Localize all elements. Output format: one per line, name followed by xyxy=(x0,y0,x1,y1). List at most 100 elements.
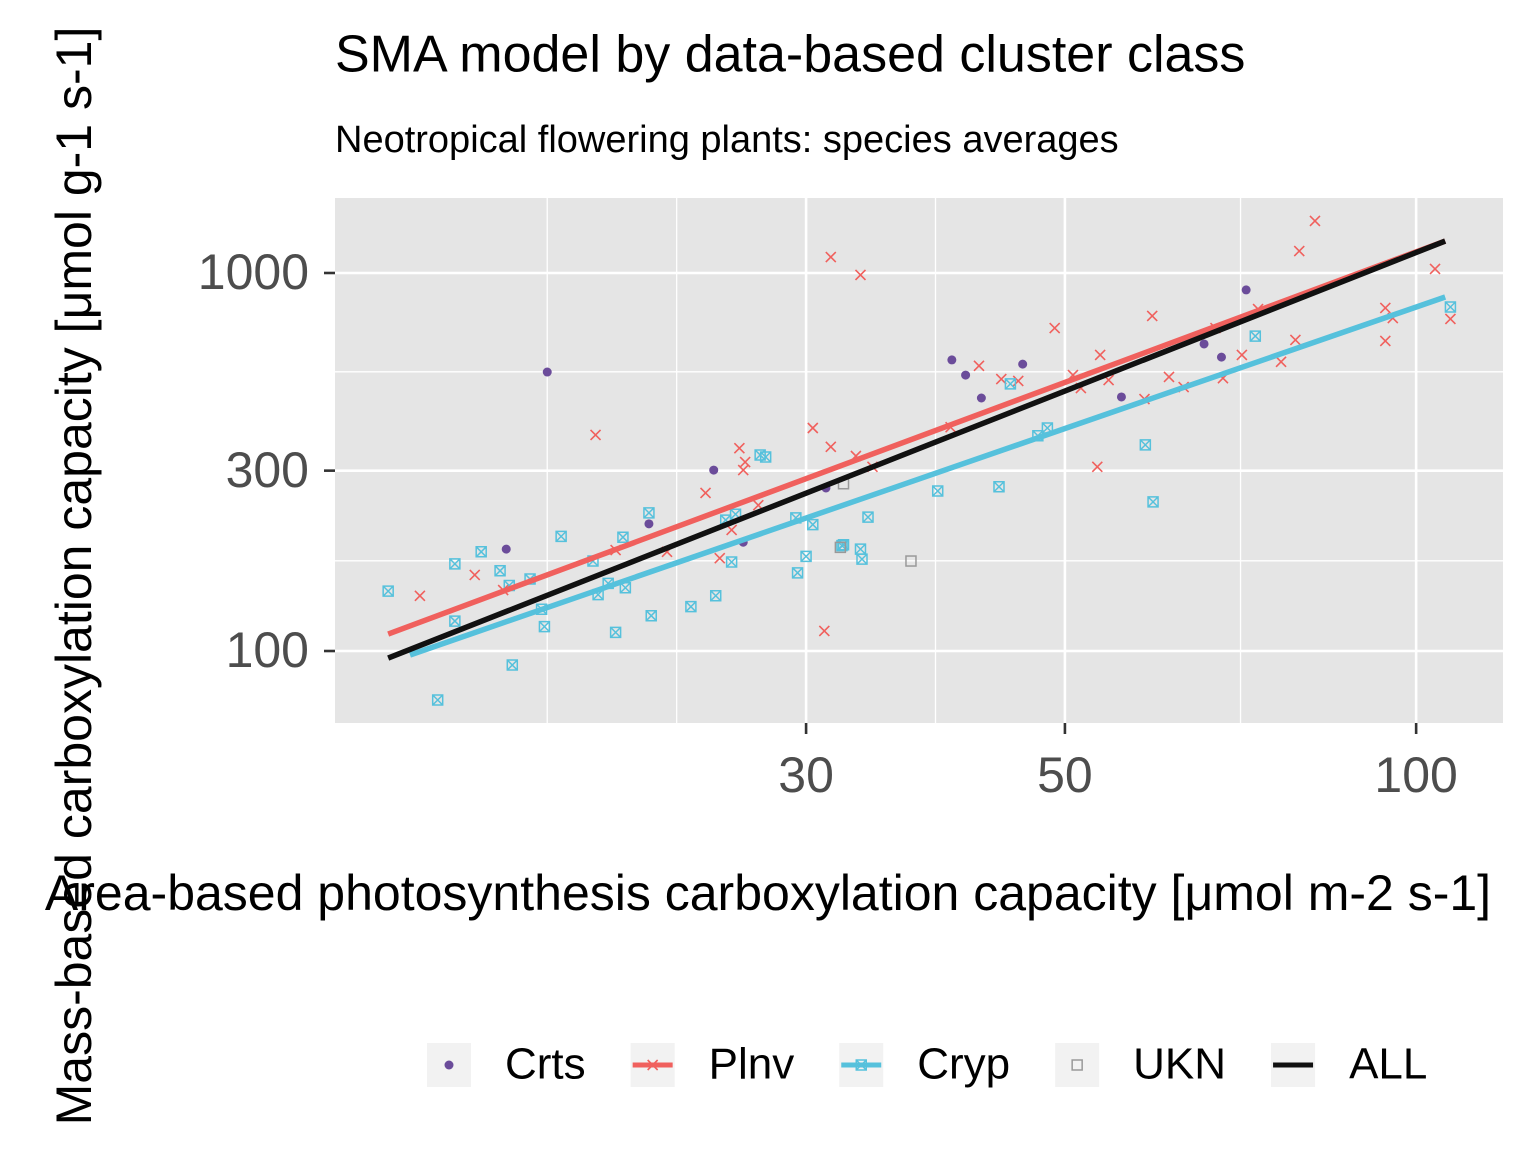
point xyxy=(1146,310,1158,322)
fit-line xyxy=(387,238,1447,661)
fit-line xyxy=(387,238,1447,637)
x-tick-label: 50 xyxy=(1037,747,1093,803)
point xyxy=(1379,335,1391,347)
point xyxy=(855,1059,867,1071)
chart-subtitle: Neotropical flowering plants: species av… xyxy=(335,119,1119,161)
point-boxcross xyxy=(931,485,944,497)
point xyxy=(1147,496,1159,508)
legend-label: Plnv xyxy=(709,1040,795,1089)
point-boxcross xyxy=(862,511,874,523)
point-dot xyxy=(976,393,986,403)
point xyxy=(414,590,426,602)
point-cross xyxy=(414,590,426,602)
point xyxy=(714,552,726,564)
point-boxcross xyxy=(494,565,506,577)
point-boxcross xyxy=(1249,330,1262,342)
legend-label: UKN xyxy=(1133,1040,1226,1089)
point xyxy=(807,422,819,434)
point xyxy=(905,555,917,567)
y-axis-label: Mass-based carboxylation capacity [μmol … xyxy=(46,27,102,1126)
point xyxy=(647,1059,659,1071)
point-cross xyxy=(1049,322,1061,334)
point xyxy=(1289,334,1301,346)
point xyxy=(449,615,461,627)
point xyxy=(382,585,394,597)
point xyxy=(1049,322,1061,334)
point xyxy=(856,553,868,565)
chart-title: SMA model by data-based cluster class xyxy=(335,26,1245,84)
point-dot xyxy=(947,355,957,365)
point-cross xyxy=(1275,356,1287,368)
point xyxy=(699,487,712,499)
point-boxcross xyxy=(449,615,461,627)
point-cross xyxy=(714,552,726,564)
point xyxy=(589,429,602,441)
y-tick-label: 1000 xyxy=(198,244,309,300)
point-cross xyxy=(1091,461,1103,473)
point-boxcross xyxy=(538,620,551,633)
point xyxy=(643,507,655,519)
point xyxy=(431,694,444,706)
point-cross xyxy=(973,360,985,372)
point xyxy=(733,442,745,454)
point-dot xyxy=(444,1060,454,1070)
point-cross xyxy=(1146,310,1158,322)
point-boxcross xyxy=(506,659,519,671)
point-boxcross xyxy=(685,600,697,613)
fit-line xyxy=(409,294,1447,658)
point-cross xyxy=(699,487,712,499)
point xyxy=(818,625,830,637)
point-boxcross xyxy=(643,507,655,519)
point-cross xyxy=(1379,335,1391,347)
point-boxcross xyxy=(645,609,657,622)
point xyxy=(1199,339,1209,349)
point xyxy=(685,600,697,613)
point xyxy=(854,269,867,281)
point-cross xyxy=(854,269,867,281)
point-cross xyxy=(818,625,830,637)
point xyxy=(791,567,804,579)
point-boxcross xyxy=(856,553,868,565)
x-tick-label: 30 xyxy=(778,747,834,803)
point-boxcross xyxy=(1444,301,1457,313)
legend-item: ALL xyxy=(1271,1040,1427,1089)
point-boxcross xyxy=(709,590,722,602)
point xyxy=(506,659,519,671)
point xyxy=(494,565,506,577)
point xyxy=(800,550,812,563)
point-cross xyxy=(807,422,819,434)
plot-panel xyxy=(335,198,1503,723)
point-dot xyxy=(961,370,971,380)
point-boxcross xyxy=(791,567,804,579)
legend-label: Cryp xyxy=(917,1040,1010,1089)
point xyxy=(825,251,837,263)
y-tick-label: 100 xyxy=(226,622,309,678)
point-boxcross xyxy=(475,546,487,558)
point-cross xyxy=(1293,245,1305,257)
point-cross xyxy=(469,569,481,581)
legend-key-bg xyxy=(1055,1043,1100,1087)
point xyxy=(542,367,552,377)
point xyxy=(1444,301,1457,313)
y-tick-label: 300 xyxy=(226,442,309,498)
point xyxy=(444,1060,454,1070)
point-cross xyxy=(1289,334,1301,346)
point xyxy=(1216,352,1226,362)
point-cross xyxy=(825,441,837,453)
point-dot xyxy=(1216,352,1226,362)
point-cross xyxy=(995,373,1007,385)
point xyxy=(1004,378,1017,390)
point xyxy=(862,511,874,523)
point xyxy=(739,456,751,468)
point-boxcross xyxy=(855,1059,867,1071)
point-boxcross xyxy=(1004,378,1017,390)
point-square xyxy=(834,541,847,554)
point-boxcross xyxy=(555,530,567,543)
point xyxy=(538,620,551,633)
point-boxcross xyxy=(800,550,812,563)
point xyxy=(807,518,819,531)
point xyxy=(1379,302,1391,314)
point-cross xyxy=(739,456,751,468)
point-boxcross xyxy=(431,694,444,706)
point-cross xyxy=(1309,215,1321,227)
